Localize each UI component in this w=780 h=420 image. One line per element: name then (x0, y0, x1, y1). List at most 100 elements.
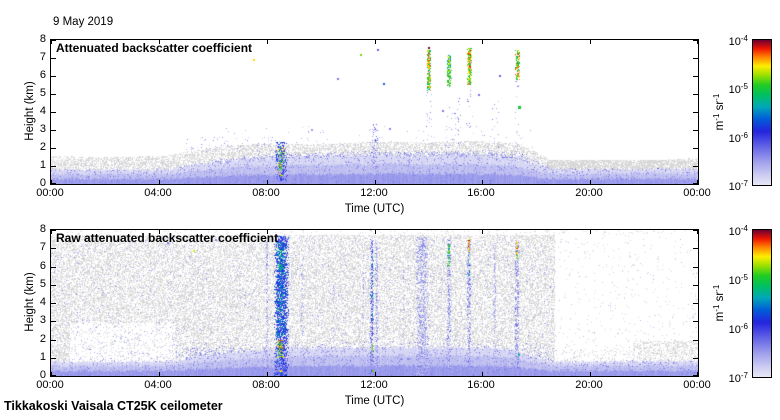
y-tick-mark (51, 267, 56, 268)
y-tick-label: 3 (39, 123, 46, 135)
colorbar-tick-label: 10-5 (728, 82, 748, 97)
x-tick-mark (51, 230, 52, 234)
y-tick-mark (693, 58, 698, 59)
raw-heatmap-canvas (51, 230, 698, 376)
date-label: 9 May 2019 (53, 16, 114, 28)
x-tick-label: 20:00 (575, 187, 603, 199)
y-tick-mark (693, 248, 698, 249)
y-tick-mark (693, 340, 698, 341)
colorbar-tick-label: 10-6 (728, 130, 748, 145)
colorbar-tick-label: 10-7 (728, 371, 748, 385)
y-tick-mark (51, 94, 56, 95)
y-tick-mark (693, 94, 698, 95)
y-tick-label: 3 (39, 314, 46, 326)
y-tick-label: 4 (39, 296, 46, 308)
y-tick-label: 7 (39, 241, 46, 253)
y-tick-label: 4 (39, 105, 46, 117)
x-tick-label: 16:00 (467, 379, 495, 391)
y-tick-label: 6 (39, 260, 46, 272)
colorbar-tick-label: 10-5 (728, 273, 748, 287)
x-tick-label: 08:00 (252, 379, 280, 391)
x-tick-label: 12:00 (360, 379, 388, 391)
y-tick-mark (693, 183, 698, 184)
y-tick-label: 5 (39, 278, 46, 290)
y-tick-mark (51, 40, 56, 41)
x-tick-mark (267, 40, 268, 44)
y-tick-mark (693, 112, 698, 113)
x-tick-mark (482, 40, 483, 44)
x-tick-mark (590, 180, 591, 184)
y-tick-label: 1 (39, 159, 46, 171)
y-tick-mark (51, 76, 56, 77)
x-tick-mark (590, 372, 591, 376)
y-tick-mark (693, 358, 698, 359)
x-tick-label: 08:00 (252, 187, 280, 199)
colorbar-tick-label: 10-4 (728, 34, 748, 48)
y-tick-mark (51, 375, 56, 376)
colorbar (752, 39, 772, 186)
x-tick-label: 04:00 (144, 187, 172, 199)
y-tick-mark (693, 375, 698, 376)
y-tick-mark (51, 148, 56, 149)
y-tick-label: 1 (39, 351, 46, 363)
panel-raw-backscatter: Raw attenuated backscatter coefficient (50, 229, 699, 377)
x-tick-mark (697, 40, 698, 44)
colorbar-tick-label: 10-7 (728, 179, 748, 193)
y-tick-mark (51, 321, 56, 322)
y-tick-label: 2 (39, 141, 46, 153)
y-tick-label: 5 (39, 87, 46, 99)
y-tick-mark (693, 230, 698, 231)
x-tick-mark (51, 372, 52, 376)
x-tick-mark (375, 230, 376, 234)
y-tick-mark (51, 303, 56, 304)
y-tick-mark (693, 285, 698, 286)
x-tick-label: 00:00 (683, 187, 711, 199)
y-tick-mark (51, 230, 56, 231)
y-tick-mark (51, 58, 56, 59)
y-tick-label: 0 (39, 177, 46, 189)
y-tick-label: 8 (39, 223, 46, 235)
y-tick-mark (693, 76, 698, 77)
y-tick-mark (51, 248, 56, 249)
y-tick-mark (51, 340, 56, 341)
y-tick-label: 0 (39, 369, 46, 381)
x-tick-label: 00:00 (36, 187, 64, 199)
x-tick-label: 16:00 (467, 187, 495, 199)
panel-title: Attenuated backscatter coefficient (56, 41, 253, 55)
y-tick-mark (693, 40, 698, 41)
colorbar-gradient (753, 230, 771, 377)
y-tick-label: 2 (39, 333, 46, 345)
y-tick-mark (693, 321, 698, 322)
x-tick-mark (697, 230, 698, 234)
x-tick-mark (375, 372, 376, 376)
x-tick-mark (482, 180, 483, 184)
instrument-label: Tikkakoski Vaisala CT25K ceilometer (4, 399, 223, 413)
x-axis-label: Time (UTC) (344, 203, 405, 215)
x-tick-mark (51, 180, 52, 184)
colorbar (752, 229, 772, 378)
y-tick-label: 8 (39, 33, 46, 45)
y-tick-mark (693, 303, 698, 304)
x-tick-label: 20:00 (575, 379, 603, 391)
y-tick-mark (51, 166, 56, 167)
y-tick-mark (51, 285, 56, 286)
x-tick-mark (267, 180, 268, 184)
attenuated-heatmap-canvas (51, 40, 698, 184)
x-axis-label: Time (UTC) (344, 395, 405, 407)
x-tick-mark (697, 180, 698, 184)
y-tick-mark (693, 148, 698, 149)
colorbar-tick-label: 10-6 (728, 322, 748, 336)
x-tick-label: 12:00 (360, 187, 388, 199)
x-tick-mark (159, 180, 160, 184)
y-tick-mark (51, 183, 56, 184)
colorbar-gradient (753, 40, 771, 185)
y-tick-mark (51, 358, 56, 359)
x-tick-mark (159, 372, 160, 376)
y-tick-mark (51, 130, 56, 131)
y-tick-mark (693, 130, 698, 131)
x-tick-mark (375, 40, 376, 44)
x-tick-mark (590, 230, 591, 234)
x-tick-label: 00:00 (36, 379, 64, 391)
x-tick-mark (482, 230, 483, 234)
